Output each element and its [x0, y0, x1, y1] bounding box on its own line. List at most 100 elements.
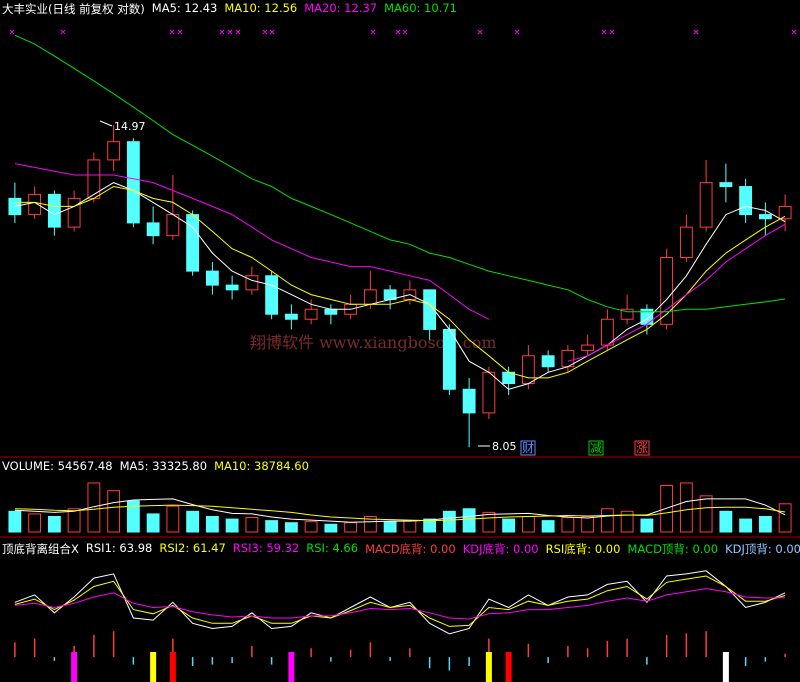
volume-bar: [363, 516, 377, 533]
line: [14, 504, 786, 522]
volume-bar: [600, 508, 614, 533]
volume-bar: [47, 516, 61, 533]
candle-body: [778, 205, 792, 220]
candle-body: [679, 226, 693, 259]
badge: 涨: [636, 440, 648, 455]
candle-body: [107, 141, 121, 161]
volume-bar: [225, 518, 239, 533]
header-label: RSI底背: 0.00: [545, 542, 621, 556]
volume-bar: [284, 522, 298, 533]
volume-bar: [205, 516, 219, 533]
candle-body: [47, 193, 61, 228]
candle-body: [442, 328, 456, 390]
volume-bar: [186, 510, 200, 533]
header-label: MA10: 12.56: [224, 1, 298, 15]
volume-bar: [67, 508, 81, 533]
line: [14, 182, 786, 390]
header-label: RSI2: 61.47: [159, 541, 226, 555]
volume-bar: [28, 513, 42, 533]
line: [14, 575, 786, 627]
volume-bar: [245, 517, 259, 533]
signal-bar: [150, 652, 157, 682]
candle-body: [87, 159, 101, 199]
volume-bar: [126, 500, 140, 533]
candle-body: [423, 289, 437, 330]
volume-bar: [581, 516, 595, 533]
volume-bar: [442, 510, 456, 533]
volume-bar: [561, 517, 575, 533]
header-label: MA10: 38784.60: [214, 459, 309, 473]
badge-box: [634, 440, 650, 456]
candle-body: [8, 197, 22, 216]
candle-body: [719, 182, 733, 188]
candle-body: [758, 214, 772, 220]
header-label: RSI1: 63.98: [85, 541, 153, 555]
header-label: RSI: 4.66: [306, 541, 359, 555]
volume-bar: [778, 503, 792, 533]
candle-body: [581, 344, 595, 351]
header-label: KDJ底背: 0.00: [462, 542, 539, 556]
badge-box: [520, 440, 536, 456]
watermark: 翔博软件 www.xiangbosoft.com: [250, 333, 497, 352]
volume-bar: [679, 482, 693, 533]
volume-bar: [719, 510, 733, 533]
header-label: MA5: 33325.80: [119, 459, 208, 473]
volume-bar: [403, 520, 417, 533]
candle-body: [660, 257, 674, 325]
line: [14, 498, 786, 523]
volume-bar: [87, 482, 101, 533]
volume-bar: [383, 521, 397, 533]
header-label: MACD顶背: 0.00: [627, 542, 719, 556]
candle-body: [620, 308, 634, 320]
signal-bar: [71, 652, 78, 682]
volume-bar: [146, 513, 160, 533]
volume-bar: [699, 495, 713, 533]
volume-bar: [541, 520, 555, 533]
line: [14, 588, 786, 620]
candle-body: [67, 197, 81, 228]
volume-bar: [304, 521, 318, 533]
header-label: KDJ顶背: 0.00: [725, 542, 800, 556]
leader-line: [99, 120, 113, 127]
candle-body: [186, 214, 200, 272]
badge: 减: [590, 441, 602, 455]
header-label: 大丰实业(日线 前复权 对数): [2, 2, 145, 16]
header-label: RSI3: 59.32: [232, 541, 300, 555]
volume-bar: [265, 520, 279, 533]
candle-body: [462, 388, 476, 414]
signal-bar: [485, 652, 492, 682]
candle-body: [363, 289, 377, 305]
volume-bar: [482, 511, 496, 533]
candle-body: [205, 270, 219, 286]
candle-body: [304, 308, 318, 320]
signal-bar: [169, 652, 176, 682]
volume-bar: [324, 523, 338, 533]
volume-bar: [620, 510, 634, 533]
volume-bar: [758, 516, 772, 533]
candle-body: [28, 193, 42, 216]
header-label: VOLUME: 54567.48: [2, 459, 113, 473]
signal-bar: [722, 652, 729, 682]
volume-bar: [8, 510, 22, 533]
badge-box: [588, 440, 604, 456]
candle-body: [324, 308, 338, 315]
volume-bar: [521, 516, 535, 533]
volume-bar: [462, 508, 476, 533]
candle-body: [541, 355, 555, 368]
candle-body: [245, 275, 259, 291]
candle-body: [225, 284, 239, 291]
candle-body: [265, 275, 279, 315]
header-label: MACD底背: 0.00: [365, 542, 456, 556]
volume-bar: [502, 518, 516, 533]
line: [14, 185, 786, 379]
volume-bar: [640, 518, 654, 533]
volume-bar: [423, 518, 437, 533]
header-label: MA60: 10.71: [384, 1, 457, 15]
volume-bar: [739, 518, 753, 533]
annotation: 14.97: [114, 120, 146, 133]
candle-body: [521, 355, 535, 385]
line: [14, 570, 786, 635]
annotation: 8.05: [492, 440, 517, 453]
